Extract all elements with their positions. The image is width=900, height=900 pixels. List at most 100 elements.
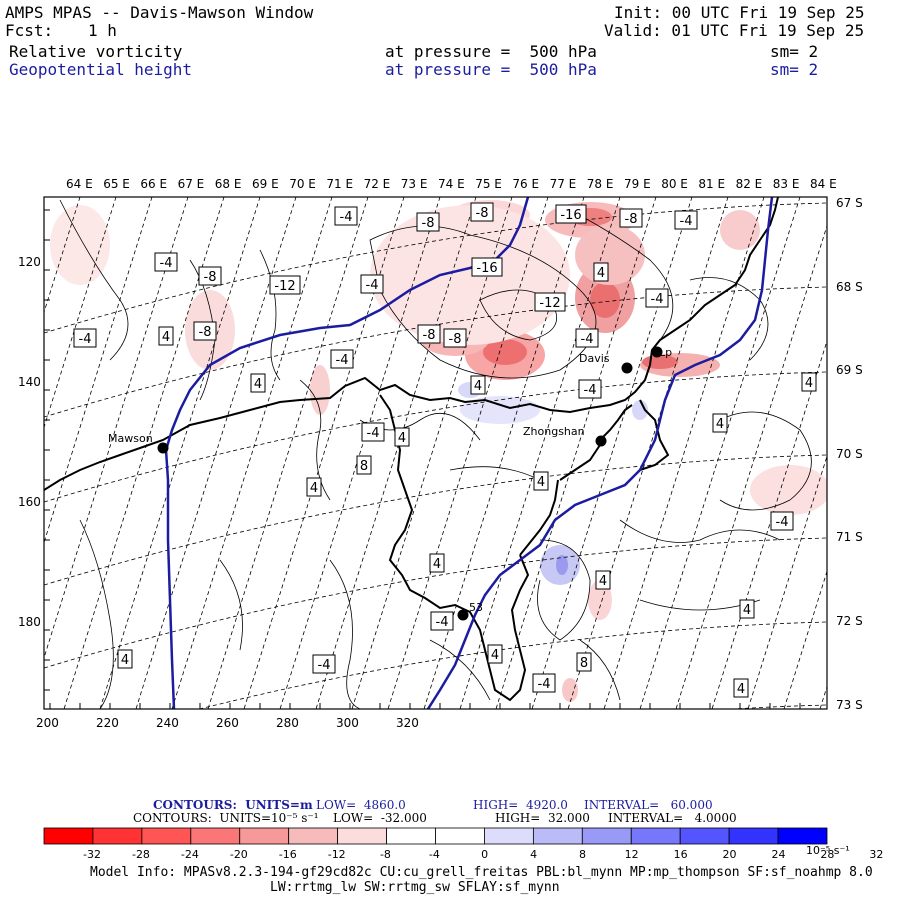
colorbar-cell [43, 827, 94, 845]
meridian-line [423, 197, 585, 709]
station-marker [595, 435, 607, 447]
meridian-line [495, 197, 657, 709]
contour-label-box [250, 373, 266, 393]
model-info-2: LW:rrtmg_lw SW:rrtmg_sw SFLAY:sf_mynn [270, 880, 560, 895]
contour-label: 8 [360, 459, 368, 474]
meridian-line [603, 197, 765, 709]
longitude-label: 84 E [810, 177, 837, 191]
longitude-label: 83 E [772, 177, 800, 191]
latitude-label: 73 S [836, 697, 863, 712]
longitude-label: 73 E [400, 177, 428, 191]
x-tick-label: 200 [36, 716, 59, 730]
colorbar-label: 32 [869, 848, 884, 861]
colorbar-cell [190, 827, 241, 845]
vorticity-contour [259, 249, 281, 381]
contour-label: 4 [737, 682, 745, 697]
field1-level: at pressure = 500 hPa [385, 42, 597, 61]
contour-label-box [576, 652, 592, 672]
meridian-line [207, 197, 369, 709]
contour-label: -8 [422, 216, 435, 231]
contour-label-box [356, 455, 372, 475]
vorticity-blob [370, 205, 570, 345]
vort-interval: INTERVAL= 4.0000 [608, 811, 737, 825]
vorticity-contour [79, 519, 114, 709]
latitude-label: 72 S [836, 614, 863, 628]
station-label: Mawson [108, 432, 153, 445]
meridian-line [135, 197, 297, 709]
station-label: Zhongshan [523, 425, 585, 438]
colorbar-label: -12 [327, 848, 346, 861]
longitude-label: 76 E [512, 177, 540, 191]
meridian-line [459, 197, 621, 709]
contour-label: 4 [474, 379, 482, 394]
colorbar-label: -24 [180, 848, 199, 861]
station-marker [457, 609, 469, 621]
contour-label-box [575, 328, 599, 348]
vort-high: HIGH= 32.000 [495, 811, 590, 825]
coastline [44, 197, 779, 702]
latitude-label: 69 S [836, 363, 863, 378]
contour-label-box [739, 599, 755, 619]
vorticity-shading [50, 200, 827, 702]
contour-label: 4 [599, 574, 607, 589]
contour-label-box [416, 212, 440, 232]
meridian-line [315, 197, 477, 709]
longitude-label: 78 E [586, 177, 614, 191]
colorbar-cell [239, 827, 290, 845]
longitude-label: 69 E [252, 177, 279, 191]
contour-label-box [674, 210, 698, 230]
contour-label: 4 [597, 266, 605, 281]
vorticity-blob [483, 339, 527, 365]
fcst-label: Fcst: [5, 21, 54, 40]
x-tick-label: 220 [96, 716, 119, 730]
longitude-label: 81 E [698, 177, 726, 191]
contour-label-box [306, 477, 322, 497]
contour-label: -8 [449, 332, 462, 347]
y-tick-label: 180 [18, 615, 41, 629]
contour-label: -4 [584, 383, 597, 398]
contour-label: -8 [476, 206, 489, 221]
x-tick-label: 320 [396, 716, 419, 730]
station-label: 53 [469, 601, 483, 614]
contour-label-box [532, 673, 556, 693]
contour-label: -16 [560, 208, 581, 223]
field2-name: Geopotential height [9, 60, 193, 79]
contour-label: -8 [199, 325, 212, 340]
contour-label: -4 [318, 658, 331, 673]
colorbar-cell [435, 827, 485, 845]
latitude-label: 71 S [836, 530, 863, 545]
meridian-line [531, 197, 693, 709]
contour-label: 4 [310, 481, 318, 496]
colorbar-label: 0 [481, 848, 489, 861]
height-contour-label: CONTOURS: UNITS=m [153, 798, 313, 812]
colorbar-cell [728, 827, 779, 845]
colorbar-label: -16 [278, 848, 297, 861]
contour-label: -8 [423, 328, 436, 343]
contour-label-box [801, 372, 817, 392]
contour-label-box [534, 292, 566, 312]
meridian-line [44, 197, 189, 660]
colorbar-label: 12 [624, 848, 639, 861]
contour-label: -4 [538, 677, 551, 692]
contour-label-box [470, 375, 486, 395]
contour-label: 4 [743, 603, 751, 618]
colorbar-cell [141, 827, 192, 845]
colorbar-cell [630, 827, 681, 845]
colorbar-unit: 10⁻⁵ s⁻¹ [806, 844, 850, 857]
vorticity-blob [720, 210, 760, 250]
contour-label-box [487, 644, 503, 664]
longitude-label: 68 E [214, 177, 242, 191]
vorticity-contour [537, 539, 591, 641]
contour-label: -4 [366, 278, 379, 293]
station-label: Lp [659, 346, 672, 359]
latitude-label: 68 S [836, 279, 863, 294]
meridian-line [675, 224, 827, 709]
station-marker [621, 362, 633, 374]
meridian-line [63, 197, 225, 709]
vorticity-blob [588, 580, 612, 620]
colorbar-label: -20 [229, 848, 248, 861]
contour-label: 8 [580, 656, 588, 671]
longitude-label: 67 E [177, 177, 205, 191]
map-title: AMPS MPAS -- Davis-Mawson Window [5, 3, 314, 22]
x-tick-label: 260 [216, 716, 239, 730]
